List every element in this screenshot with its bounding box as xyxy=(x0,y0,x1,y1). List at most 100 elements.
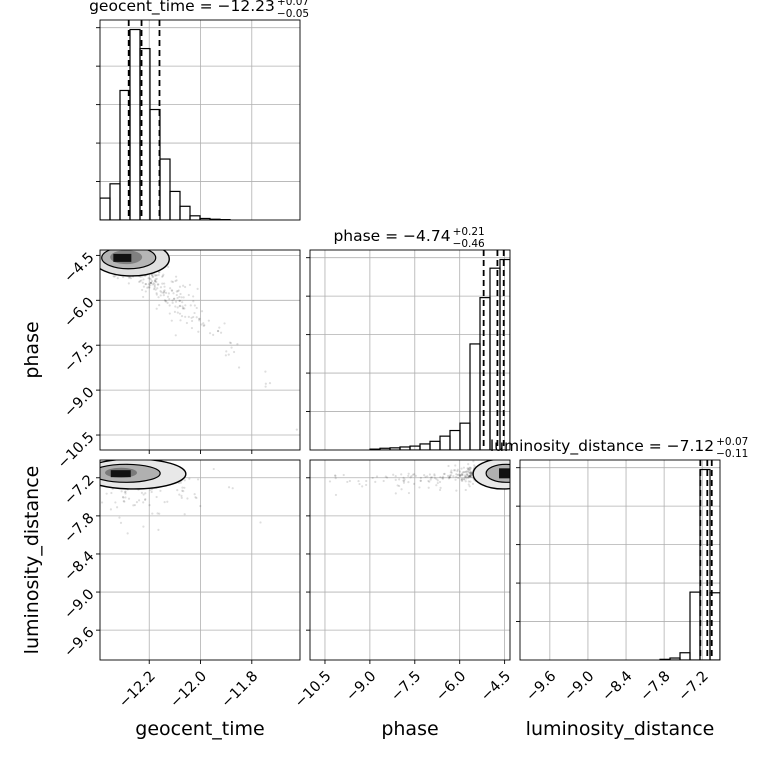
sample-point xyxy=(141,288,144,292)
sample-point xyxy=(199,504,202,508)
sample-point xyxy=(418,486,421,489)
sample-point xyxy=(465,475,468,479)
sample-point xyxy=(429,476,432,479)
sample-point xyxy=(135,501,139,504)
scatter-points xyxy=(328,460,510,497)
sample-point xyxy=(374,480,377,484)
sample-point xyxy=(463,474,467,477)
sample-point xyxy=(469,470,472,474)
sample-point xyxy=(193,311,196,315)
sample-point xyxy=(176,311,179,314)
sample-point xyxy=(193,493,196,496)
x-tick-label-luminosity_distance: −9.0 xyxy=(561,668,597,704)
sample-point xyxy=(85,469,87,471)
sample-point xyxy=(438,480,442,484)
sample-point xyxy=(196,287,199,291)
sample-point xyxy=(159,286,163,289)
sample-point xyxy=(159,289,162,293)
sample-point xyxy=(456,473,459,477)
sample-point xyxy=(163,501,166,504)
sample-point xyxy=(442,472,446,476)
sample-point xyxy=(174,300,178,303)
hist-bar xyxy=(109,183,121,220)
sample-point xyxy=(189,304,192,307)
sample-point xyxy=(122,275,125,279)
hist-bar xyxy=(179,205,191,220)
sample-point xyxy=(195,316,198,319)
sample-point xyxy=(149,284,152,287)
sample-point xyxy=(161,282,164,285)
hist-bar xyxy=(479,297,491,450)
sample-point xyxy=(407,481,410,484)
sample-point xyxy=(334,493,338,497)
sample-point xyxy=(144,290,147,293)
sample-point xyxy=(457,476,460,479)
sample-point xyxy=(148,504,151,507)
y-tick-label-phase: −6.0 xyxy=(61,295,97,331)
sample-point xyxy=(190,319,194,323)
sample-point xyxy=(439,486,442,489)
sample-point xyxy=(423,473,426,477)
sample-point xyxy=(424,475,427,479)
sample-point xyxy=(140,491,144,494)
panel-border xyxy=(99,249,301,451)
x-tick-label-luminosity_distance: −7.8 xyxy=(638,668,674,704)
sample-point xyxy=(124,492,127,495)
sample-point xyxy=(114,501,117,504)
sample-point xyxy=(394,474,397,478)
sample-point xyxy=(464,488,467,492)
sample-point xyxy=(407,474,410,478)
sample-point xyxy=(441,475,445,478)
y-tick-label-phase: −9.0 xyxy=(61,384,97,420)
sample-point xyxy=(179,481,182,484)
y-axis-label-luminosity_distance: luminosity_distance xyxy=(21,466,43,655)
sample-point xyxy=(176,306,179,309)
sample-point xyxy=(152,275,155,278)
sample-point xyxy=(392,473,395,476)
sample-point xyxy=(168,304,171,307)
y-tick-label-luminosity_distance: −8.4 xyxy=(61,548,97,584)
sample-point xyxy=(414,474,417,477)
sample-point xyxy=(149,282,153,285)
sample-point xyxy=(400,488,403,491)
sample-point xyxy=(468,467,471,470)
panel-luminosity_distance-vs-luminosity_distance xyxy=(516,459,721,661)
sample-point xyxy=(212,333,215,336)
title-sub: −0.05 xyxy=(277,8,309,20)
scatter-points xyxy=(85,460,262,535)
sample-point xyxy=(468,472,472,475)
sample-point xyxy=(460,473,463,476)
panel-border xyxy=(309,459,511,661)
sample-point xyxy=(156,287,159,290)
sample-point xyxy=(441,477,444,480)
sample-point xyxy=(470,471,473,475)
sample-point xyxy=(203,324,206,327)
sample-point xyxy=(154,278,157,281)
title-label: luminosity_distance = −7.12 xyxy=(490,437,714,456)
hist-bar xyxy=(709,592,720,660)
sample-point xyxy=(427,486,430,489)
sample-point xyxy=(472,460,475,463)
sample-point xyxy=(447,477,451,480)
sample-point xyxy=(452,469,456,472)
sample-point xyxy=(198,319,201,322)
sample-point xyxy=(159,294,162,297)
sample-point xyxy=(413,473,416,476)
sample-point xyxy=(449,474,453,477)
sample-point xyxy=(179,319,182,322)
sample-point xyxy=(97,262,99,264)
hist-bar xyxy=(189,215,201,220)
sample-point xyxy=(342,473,345,477)
sample-point xyxy=(461,471,465,474)
hist-bar xyxy=(419,443,431,450)
sample-point xyxy=(397,484,401,488)
sample-point xyxy=(188,283,192,286)
sample-point xyxy=(371,476,374,480)
sample-point xyxy=(463,471,467,474)
hist-bar xyxy=(159,158,171,220)
sample-point xyxy=(121,495,125,499)
sample-point xyxy=(361,485,364,488)
sample-point xyxy=(470,473,473,476)
sample-point xyxy=(174,334,177,337)
sample-point xyxy=(113,275,116,278)
